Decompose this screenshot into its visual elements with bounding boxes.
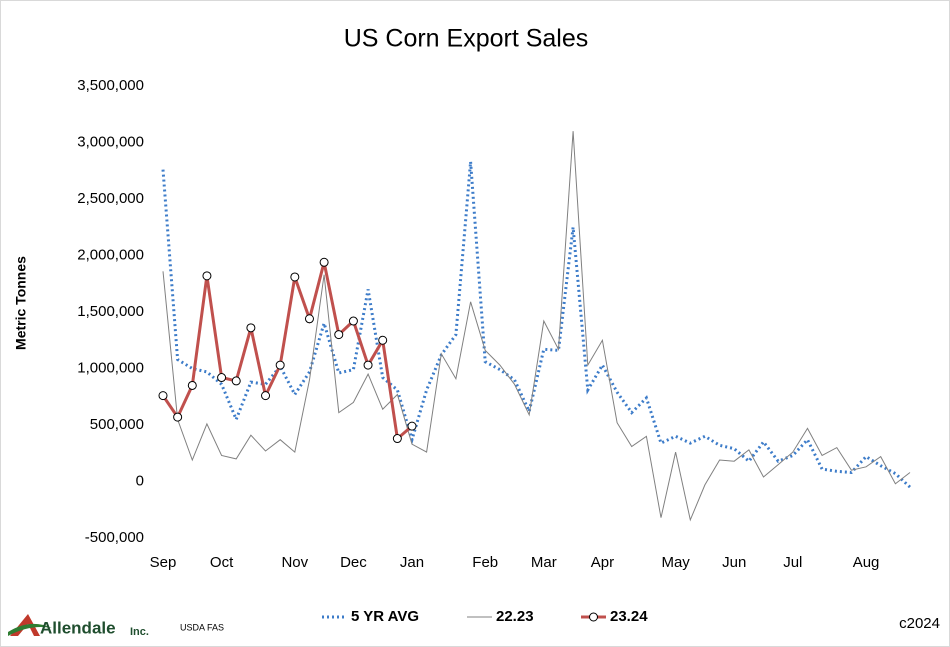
x-tick-label: Jan: [400, 554, 424, 571]
x-tick-label: Sep: [150, 554, 177, 571]
y-tick-label: 0: [136, 472, 144, 489]
series-line: [161, 261, 413, 442]
x-tick-label: Jun: [722, 554, 746, 571]
y-tick-label: 2,500,000: [77, 190, 144, 207]
y-tick-label: 3,500,000: [77, 77, 144, 94]
x-tick-label: Nov: [281, 554, 308, 571]
data-point: [348, 316, 358, 326]
source: USDA FAS: [180, 622, 224, 632]
data-point: [261, 391, 271, 401]
x-tick-label: Feb: [472, 554, 498, 571]
x-tick-label: Dec: [340, 554, 367, 571]
data-point: [231, 376, 241, 386]
legend-label: 5 YR AVG: [351, 608, 419, 625]
data-point: [187, 380, 197, 390]
x-tick-label: Apr: [591, 554, 614, 571]
data-point: [319, 257, 329, 267]
data-point: [202, 271, 212, 281]
data-point: [304, 314, 314, 324]
legend-label: 23.24: [610, 608, 648, 625]
x-tick-label: Mar: [531, 554, 557, 571]
data-point: [217, 373, 227, 383]
y-tick-label: 3,000,000: [77, 133, 144, 150]
data-point: [392, 434, 402, 444]
copyright: c2024: [899, 615, 940, 632]
y-axis-title: Metric Tonnes: [13, 256, 29, 350]
x-tick-label: Aug: [853, 554, 880, 571]
data-point: [378, 335, 388, 345]
y-tick-label: -500,000: [85, 529, 144, 546]
x-tick-label: Jul: [783, 554, 802, 571]
y-tick-label: 1,000,000: [77, 359, 144, 376]
data-point: [290, 272, 300, 282]
chart-title: US Corn Export Sales: [344, 25, 589, 53]
logo: [8, 614, 52, 636]
data-point: [173, 412, 183, 422]
y-tick-label: 500,000: [90, 416, 144, 433]
y-tick-label: 2,000,000: [77, 246, 144, 263]
series-line: [161, 161, 912, 489]
data-point: [246, 323, 256, 333]
logo-text: Allendale: [40, 618, 116, 637]
legend-marker: [589, 612, 598, 622]
data-point: [363, 360, 373, 370]
logo-swoosh: [8, 623, 52, 636]
x-tick-label: May: [661, 554, 690, 571]
data-point: [407, 421, 417, 431]
data-point: [158, 391, 168, 401]
data-point: [334, 330, 344, 340]
series-line: [162, 131, 911, 522]
data-point: [275, 360, 285, 370]
x-tick-label: Oct: [210, 554, 234, 571]
y-tick-label: 1,500,000: [77, 303, 144, 320]
legend-label: 22.23: [496, 608, 534, 625]
logo-suffix: Inc.: [130, 626, 149, 638]
